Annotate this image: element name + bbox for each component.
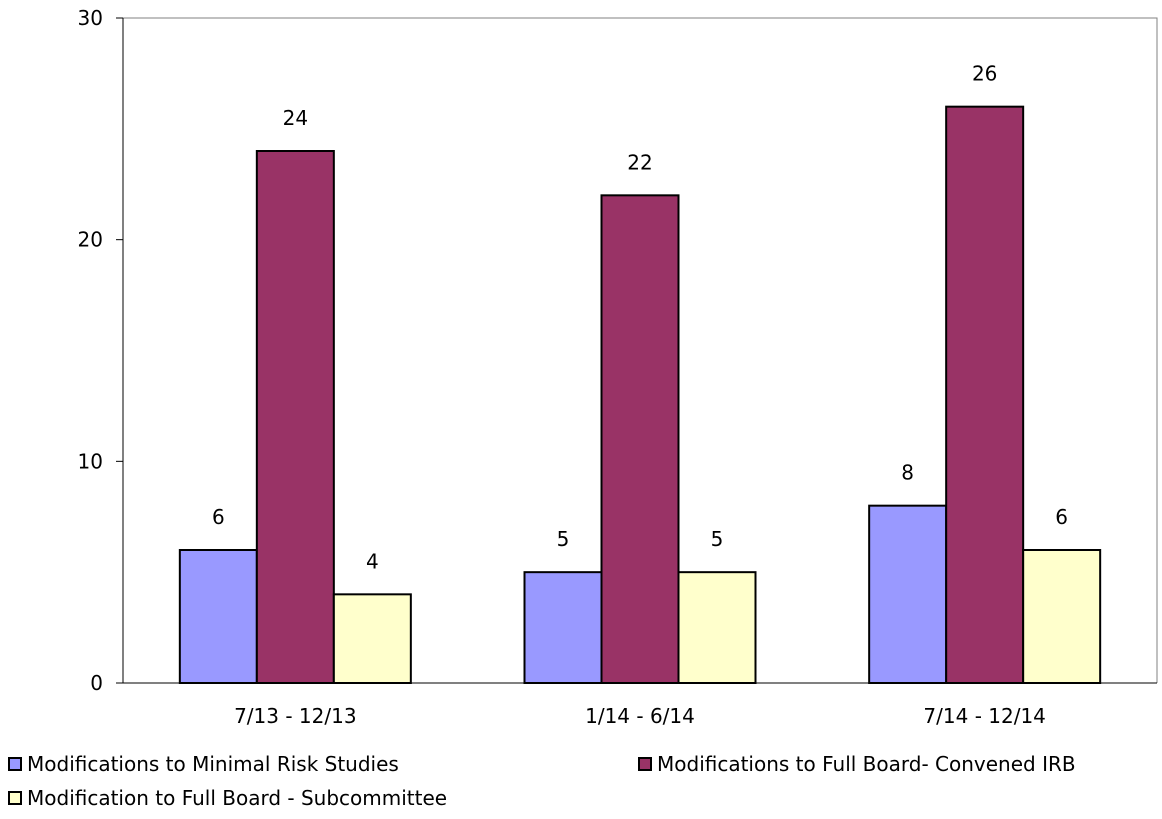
legend: Modifications to Minimal Risk Studies Mo… (0, 752, 1162, 819)
y-tick-label-30: 30 (78, 6, 103, 30)
legend-item-subcommittee: Modification to Full Board - Subcommitte… (8, 786, 447, 810)
bar-7-14-12-14-series-2 (1022, 549, 1102, 684)
data-label-7-14-12-14-series-2: 6 (1055, 505, 1068, 529)
axes-layer: 7/13 - 12/13 1/14 - 6/14 7/14 - 12/14 0 10 20… (78, 6, 1158, 728)
x-tick-label-7-13-12-13: 7/13 - 12/13 (234, 704, 356, 728)
x-tick-label-7-14-12-14: 7/14 - 12/14 (923, 704, 1045, 728)
data-label-1-14-6-14-series-0: 5 (557, 527, 570, 551)
data-label-7-13-12-13-series-0: 6 (212, 505, 225, 529)
bar-1-14-6-14-series-2 (677, 571, 757, 685)
data-label-7-13-12-13-series-2: 4 (366, 549, 379, 573)
bar-7-14-12-14-series-1 (945, 105, 1025, 684)
y-tick-label-0: 0 (90, 671, 103, 695)
legend-label-minimal-risk: Modifications to Minimal Risk Studies (27, 752, 399, 776)
legend-item-minimal-risk: Modifications to Minimal Risk Studies (8, 752, 399, 776)
legend-label-subcommittee: Modification to Full Board - Subcommitte… (27, 786, 448, 810)
data-label-1-14-6-14-series-2: 5 (711, 527, 724, 551)
bars-layer (178, 105, 1102, 685)
data-label-7-14-12-14-series-1: 26 (972, 62, 997, 86)
data-label-7-14-12-14-series-0: 8 (901, 461, 914, 485)
legend-item-convened-irb: Modifications to Full Board- Convened IR… (638, 752, 1076, 776)
legend-swatch-minimal-risk (8, 757, 22, 771)
legend-swatch-convened-irb (638, 757, 652, 771)
y-tick-label-20: 20 (78, 228, 103, 252)
x-tick-label-1-14-6-14: 1/14 - 6/14 (585, 704, 695, 728)
legend-swatch-subcommittee (8, 791, 22, 805)
bar-7-13-12-13-series-2 (332, 593, 412, 684)
y-tick-label-10: 10 (78, 449, 103, 473)
bar-7-14-12-14-series-0 (868, 504, 948, 684)
data-label-1-14-6-14-series-1: 22 (627, 150, 652, 174)
legend-label-convened-irb: Modifications to Full Board- Convened IR… (657, 752, 1076, 776)
data-labels-layer: 6 24 4 5 22 5 8 26 6 (212, 62, 1068, 574)
bar-1-14-6-14-series-1 (600, 194, 680, 684)
bar-chart: 6 24 4 5 22 5 8 26 6 7/13 - 12/13 1/14 - 6/14 7/14… (78, 6, 1158, 728)
bar-7-13-12-13-series-1 (255, 150, 335, 684)
bar-1-14-6-14-series-0 (523, 571, 603, 685)
bar-7-13-12-13-series-0 (178, 549, 258, 684)
data-label-7-13-12-13-series-1: 24 (283, 106, 308, 130)
